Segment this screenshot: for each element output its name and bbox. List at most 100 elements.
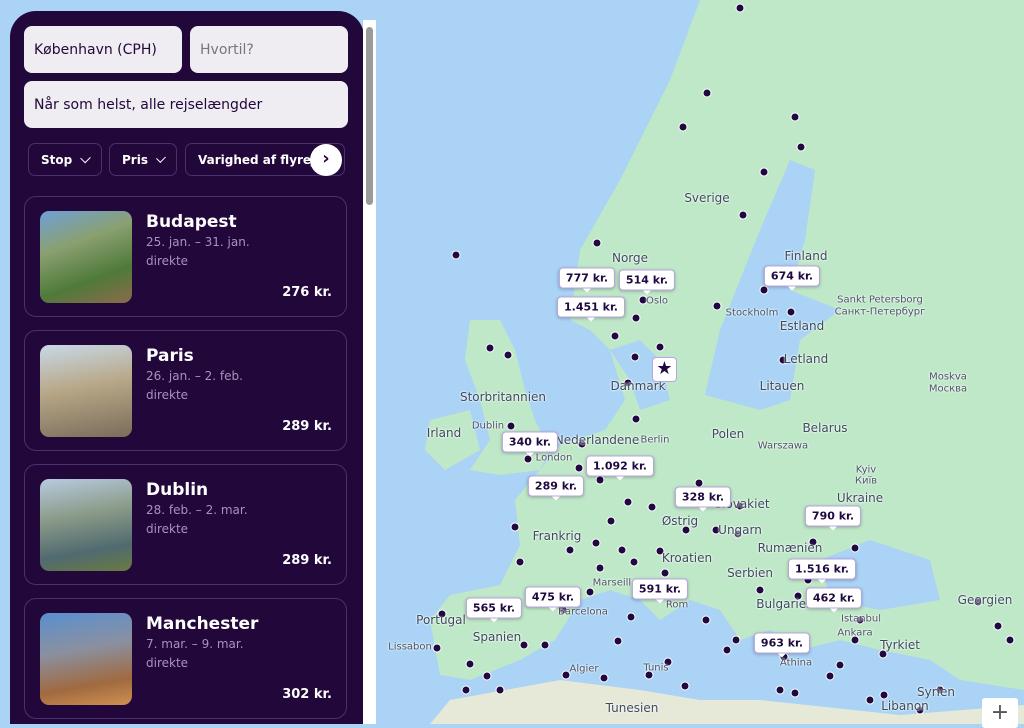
destination-dot[interactable] <box>738 210 748 220</box>
destination-dot[interactable] <box>599 673 609 683</box>
destination-dot[interactable] <box>712 301 722 311</box>
destination-dot[interactable] <box>647 502 657 512</box>
destination-dot[interactable] <box>775 685 785 695</box>
zoom-in-button[interactable]: + <box>982 698 1018 728</box>
destination-dot[interactable] <box>778 355 788 365</box>
destination-dot[interactable] <box>722 645 732 655</box>
destination-dot[interactable] <box>796 142 806 152</box>
destination-dot[interactable] <box>973 597 983 607</box>
destination-dot[interactable] <box>865 695 875 705</box>
price-marker[interactable]: 1.092 kr. <box>586 455 654 481</box>
destination-dot[interactable] <box>626 612 636 622</box>
destination-dot[interactable] <box>574 463 584 473</box>
destination-dot[interactable] <box>681 525 691 535</box>
destination-dot[interactable] <box>993 621 1003 631</box>
destination-dot[interactable] <box>678 122 688 132</box>
destination-dot[interactable] <box>629 557 639 567</box>
date-input[interactable]: Når som helst, alle rejselængder <box>24 81 348 128</box>
destination-dot[interactable] <box>731 635 741 645</box>
destination-dot[interactable] <box>623 497 633 507</box>
destination-dot[interactable] <box>878 649 888 659</box>
destination-dot[interactable] <box>711 525 721 535</box>
destination-dot[interactable] <box>850 635 860 645</box>
destination-dot[interactable] <box>644 670 654 680</box>
destination-dot[interactable] <box>565 545 575 555</box>
destination-dot[interactable] <box>855 615 865 625</box>
destination-dot[interactable] <box>613 636 623 646</box>
destination-dot[interactable] <box>561 670 571 680</box>
destination-dot[interactable] <box>485 343 495 353</box>
destination-dot[interactable] <box>432 643 442 653</box>
price-marker[interactable]: 475 kr. <box>524 586 582 612</box>
result-card[interactable]: Budapest 25. jan. – 31. jan. direkte 276… <box>24 196 347 317</box>
destination-dot[interactable] <box>510 522 520 532</box>
destination-dot[interactable] <box>506 421 516 431</box>
price-marker[interactable]: 514 kr. <box>618 269 676 295</box>
price-marker[interactable]: 328 kr. <box>674 486 732 512</box>
destination-dot[interactable] <box>610 331 620 341</box>
price-marker[interactable]: 963 kr. <box>753 632 811 658</box>
destination-dot[interactable] <box>733 529 743 539</box>
price-marker[interactable]: 289 kr. <box>527 475 585 501</box>
destination-dot[interactable] <box>790 688 800 698</box>
destination-dot[interactable] <box>790 112 800 122</box>
destination-dot[interactable] <box>786 307 796 317</box>
destination-dot[interactable] <box>638 295 648 305</box>
destination-dot[interactable] <box>631 313 641 323</box>
destination-dot[interactable] <box>585 587 595 597</box>
destination-dot[interactable] <box>825 671 835 681</box>
destination-dot[interactable] <box>482 671 492 681</box>
destination-dot[interactable] <box>592 238 602 248</box>
destination-dot[interactable] <box>495 685 505 695</box>
destination-dot[interactable] <box>519 640 529 650</box>
price-marker[interactable]: 1.451 kr. <box>557 296 625 322</box>
price-marker[interactable]: 777 kr. <box>558 267 616 293</box>
destination-dot[interactable] <box>631 414 641 424</box>
destination-dot[interactable] <box>735 501 745 511</box>
destination-input[interactable]: Hvortil? <box>190 26 348 73</box>
price-marker[interactable]: 340 kr. <box>501 431 559 457</box>
result-card[interactable]: Manchester 7. mar. – 9. mar. direkte 302… <box>24 598 347 719</box>
result-card[interactable]: Dublin 28. feb. – 2. mar. direkte 289 kr… <box>24 464 347 585</box>
price-marker[interactable]: 591 kr. <box>631 578 689 604</box>
scroll-filters-button[interactable]: › <box>310 144 342 176</box>
destination-dot[interactable] <box>577 439 587 449</box>
home-marker[interactable]: ★ <box>652 357 677 382</box>
destination-dot[interactable] <box>663 657 673 667</box>
destination-dot[interactable] <box>735 3 745 13</box>
destination-dot[interactable] <box>451 250 461 260</box>
destination-dot[interactable] <box>702 88 712 98</box>
price-marker[interactable]: 674 kr. <box>763 265 821 291</box>
destination-dot[interactable] <box>630 352 640 362</box>
destination-dot[interactable] <box>660 568 670 578</box>
destination-dot[interactable] <box>759 285 769 295</box>
destination-dot[interactable] <box>915 705 925 715</box>
destination-dot[interactable] <box>655 546 665 556</box>
filter-price[interactable]: Pris <box>109 143 177 176</box>
destination-dot[interactable] <box>850 543 860 553</box>
origin-input[interactable]: København (CPH) <box>24 26 182 73</box>
destination-dot[interactable] <box>595 563 605 573</box>
result-card[interactable]: Paris 26. jan. – 2. feb. direkte 289 kr. <box>24 330 347 451</box>
destination-dot[interactable] <box>623 378 633 388</box>
destination-dot[interactable] <box>606 516 616 526</box>
filter-stop[interactable]: Stop <box>28 143 102 176</box>
scrollbar-thumb[interactable] <box>366 27 373 205</box>
destination-dot[interactable] <box>540 640 550 650</box>
destination-dot[interactable] <box>503 350 513 360</box>
destination-dot[interactable] <box>437 609 447 619</box>
destination-dot[interactable] <box>793 591 803 601</box>
destination-dot[interactable] <box>759 167 769 177</box>
destination-dot[interactable] <box>808 537 818 547</box>
destination-dot[interactable] <box>655 342 665 352</box>
destination-dot[interactable] <box>515 557 525 567</box>
price-marker[interactable]: 1.516 kr. <box>788 558 856 584</box>
price-marker[interactable]: 462 kr. <box>805 587 863 613</box>
destination-dot[interactable] <box>595 475 605 485</box>
price-marker[interactable]: 790 kr. <box>804 505 862 531</box>
destination-dot[interactable] <box>935 685 945 695</box>
destination-dot[interactable] <box>879 690 889 700</box>
destination-dot[interactable] <box>1005 635 1015 645</box>
destination-dot[interactable] <box>835 660 845 670</box>
destination-dot[interactable] <box>617 545 627 555</box>
